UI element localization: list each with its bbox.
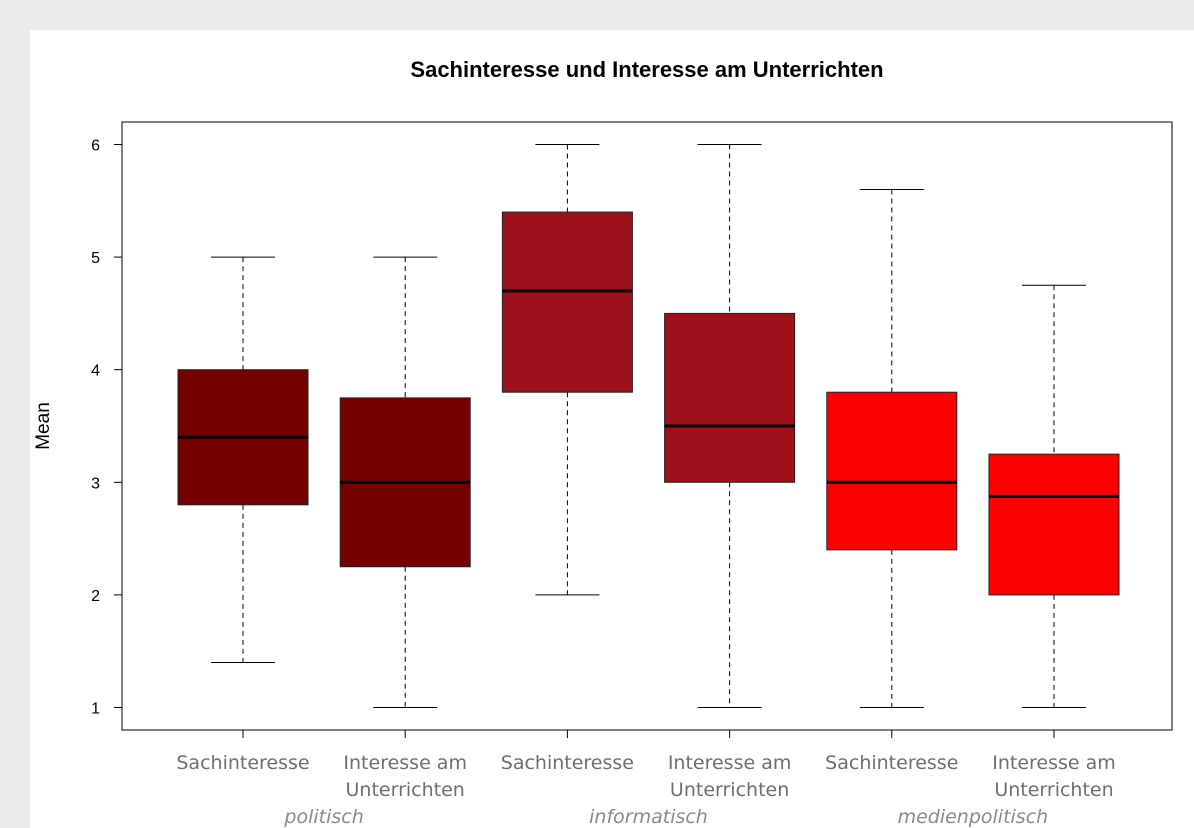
x-tick-label: Interesse am Unterrichten [343, 752, 467, 801]
box [664, 312, 796, 483]
plot-frame [121, 121, 1173, 731]
y-tick-label: 5 [91, 250, 100, 267]
x-tick-label: Sachinteresse [500, 752, 634, 774]
y-tick-label: 3 [91, 475, 100, 492]
box [501, 211, 633, 393]
y-tick-label: 1 [91, 700, 100, 717]
box [826, 391, 958, 551]
box [988, 453, 1120, 596]
chart-title: Sachinteresse und Interesse am Unterrich… [410, 57, 883, 82]
y-tick-label: 2 [91, 588, 100, 605]
x-tick-label: Interesse am Unterrichten [667, 752, 792, 801]
x-tick-label: Interesse am Unterrichten [992, 752, 1116, 801]
x-tick-label: Sachinteresse [176, 752, 310, 774]
group-label: medienpolitisch [897, 806, 1049, 828]
group-label: informatisch [589, 806, 708, 828]
y-tick-label: 4 [91, 363, 100, 380]
y-tick-label: 6 [91, 138, 100, 155]
y-axis-label: Mean [33, 402, 54, 450]
x-tick-label: Sachinteresse [825, 752, 959, 774]
group-label: politisch [284, 806, 364, 828]
